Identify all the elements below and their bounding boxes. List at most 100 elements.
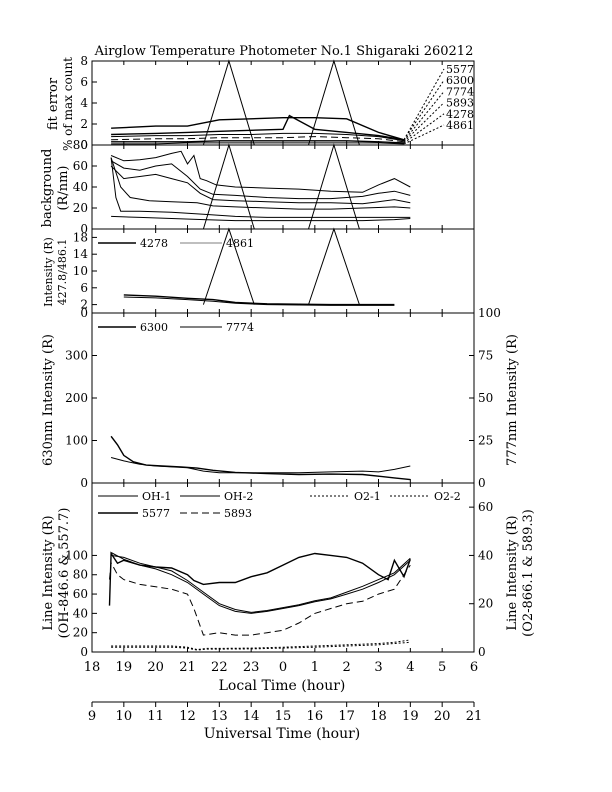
panel5-ylabel-left-line1: Line Intensity (R) — [41, 515, 56, 630]
panel-background-series-spike-3 — [110, 157, 411, 210]
panel-background-series-spike-7 — [308, 143, 360, 230]
panel-intensity-blue-ytick-label: 6 — [80, 281, 88, 295]
panel-red-ir-series-6300 — [110, 435, 411, 481]
universal-time-tick-label: 9 — [88, 709, 96, 724]
panel-background-ytick-label: 60 — [73, 159, 88, 173]
panel-background-ytick-label: 40 — [73, 180, 88, 194]
universal-time-tick-label: 16 — [307, 709, 324, 724]
local-time-tick-label: 6 — [470, 660, 478, 675]
panel-line-intensity-ytick-label: 60 — [73, 587, 88, 601]
panel1-ylabel-line2: % of max count — [61, 57, 75, 151]
panel-background-ytick-label: 0 — [80, 222, 88, 236]
panel-line-intensity-ytick-label: 100 — [65, 548, 88, 562]
panel-line-intensity-series-o2-2 — [111, 641, 411, 651]
panel-intensity-blue-ytick-label: 0 — [80, 306, 88, 320]
panel-background-ytick-label: 20 — [73, 201, 88, 215]
local-time-tick-label: 4 — [406, 660, 414, 675]
panel-background-series-spike-4 — [110, 157, 411, 218]
panel-intensity-blue-ytick-label: 10 — [73, 264, 88, 278]
panel-red-ir-frame — [91, 312, 475, 484]
panel-fit-error-frame — [91, 60, 475, 146]
local-time-axis-label: Local Time (hour) — [219, 678, 346, 694]
fit-error-legend-leader — [403, 79, 445, 141]
fit-error-legend-leader — [403, 124, 445, 145]
universal-time-tick-label: 15 — [275, 709, 292, 724]
panel-intensity-blue-ytick-label: 14 — [73, 247, 89, 261]
panel2-ylabel-line1: background — [40, 149, 55, 228]
panel-line-intensity-ytick-label: 40 — [73, 606, 88, 620]
panel-line-intensity-series-5577 — [108, 551, 411, 606]
universal-time-tick-label: 14 — [243, 709, 260, 724]
line-intensity-legend-label-5893: 5893 — [224, 507, 252, 520]
universal-time-tick-label: 19 — [402, 709, 419, 724]
panel-line-intensity-ytick-label: 80 — [73, 568, 88, 582]
panel3-ylabel-line2: 427.8/486.1 — [56, 239, 69, 306]
fit-error-legend-label: 4278 — [446, 108, 474, 121]
panel-fit-error-series-4278 — [111, 140, 405, 144]
panel-line-intensity-ytick-right-label: 60 — [478, 500, 493, 514]
panel-intensity-blue-series-4278 — [123, 294, 395, 306]
universal-time-tick-label: 21 — [466, 709, 483, 724]
panel4-ylabel-right: 777nm Intensity (R) — [505, 334, 520, 466]
universal-time-tick-label: 13 — [211, 709, 228, 724]
panel-intensity-blue-series-spike-3 — [308, 227, 360, 305]
panel-background-series-spike-5 — [111, 215, 411, 222]
red-ir-legend-label-7774: 7774 — [226, 321, 254, 334]
intensity-legend-label-4861: 4861 — [226, 237, 254, 250]
line-intensity-legend-label-oh-1: OH-1 — [142, 490, 171, 503]
universal-time-tick-label: 10 — [116, 709, 133, 724]
fit-error-legend-label: 7774 — [446, 85, 474, 98]
local-time-tick-label: 2 — [343, 660, 351, 675]
panel-red-ir-ytick-right-label: 50 — [478, 391, 493, 405]
universal-time-tick-label: 17 — [338, 709, 355, 724]
local-time-tick-label: 21 — [179, 660, 196, 675]
figure-title: Airglow Temperature Photometer No.1 Shig… — [94, 44, 474, 59]
panel-fit-error-series-4861 — [111, 142, 405, 145]
universal-time-tick-label: 12 — [179, 709, 196, 724]
panel-intensity-blue-ytick-label: 18 — [73, 230, 88, 244]
panel-fit-error-series-spike-6 — [202, 59, 255, 146]
panel-red-ir-ytick-label: 200 — [65, 391, 88, 405]
fit-error-legend-label: 4861 — [446, 119, 474, 132]
local-time-tick-label: 5 — [438, 660, 446, 675]
panel-red-ir-ytick-label: 0 — [80, 476, 88, 490]
panel-line-intensity-ytick-right-label: 0 — [478, 645, 486, 659]
panel-fit-error-ytick-label: 0 — [80, 138, 88, 152]
panel-fit-error-series-5893 — [111, 136, 405, 143]
panel-intensity-blue-series-4861 — [123, 296, 395, 306]
panel-red-ir-ytick-right-label: 75 — [478, 349, 493, 363]
fit-error-legend-leader — [403, 68, 445, 140]
plot-layer: 0246802040608002610141801002003000255075… — [65, 54, 501, 724]
panel2-ylabel-line2: (R/nm) — [56, 165, 71, 210]
panel3-ylabel-line1: Intensity (R) — [42, 237, 55, 307]
intensity-legend-label-4278: 4278 — [140, 237, 168, 250]
panel-red-ir-ytick-right-label: 0 — [478, 476, 486, 490]
panel-red-ir-ytick-right-label: 100 — [478, 306, 501, 320]
panel-intensity-blue-series-spike-2 — [202, 227, 255, 305]
panel-fit-error-ytick-label: 4 — [80, 96, 88, 110]
panel-line-intensity-ytick-right-label: 20 — [478, 597, 493, 611]
universal-time-tick-label: 18 — [370, 709, 387, 724]
panel-line-intensity-ytick-label: 20 — [73, 626, 88, 640]
panel-background-series-spike-0 — [110, 150, 411, 193]
panel-red-ir-ytick-label: 100 — [65, 434, 88, 448]
panel-background-ytick-label: 80 — [73, 138, 88, 152]
panel-fit-error-series-spike-7 — [308, 59, 360, 146]
axis-labels: fit error % of max count background (R/n… — [40, 57, 536, 742]
local-time-tick-label: 3 — [374, 660, 382, 675]
panel-intensity-blue-ytick-label: 2 — [80, 298, 88, 312]
panel-fit-error-ytick-label: 8 — [80, 54, 88, 68]
panel-line-intensity-series-5893 — [109, 560, 411, 636]
panel-fit-error-ytick-label: 2 — [80, 117, 88, 131]
universal-time-axis-label: Universal Time (hour) — [204, 726, 361, 742]
line-intensity-legend-label-oh-2: OH-2 — [224, 490, 253, 503]
panel-fit-error-series-7774 — [111, 132, 405, 142]
panel-fit-error-series-6300 — [111, 114, 405, 141]
panel5-ylabel-right-line2: (O2-866.1 & 589.3) — [521, 509, 536, 637]
fit-error-legend-label: 6300 — [446, 74, 474, 87]
line-intensity-legend-label-5577: 5577 — [142, 507, 170, 520]
panel5-ylabel-left-line2: (OH-846.6 & 557.7) — [57, 508, 72, 639]
panel-background-frame — [91, 144, 475, 230]
local-time-tick-label: 1 — [311, 660, 319, 675]
